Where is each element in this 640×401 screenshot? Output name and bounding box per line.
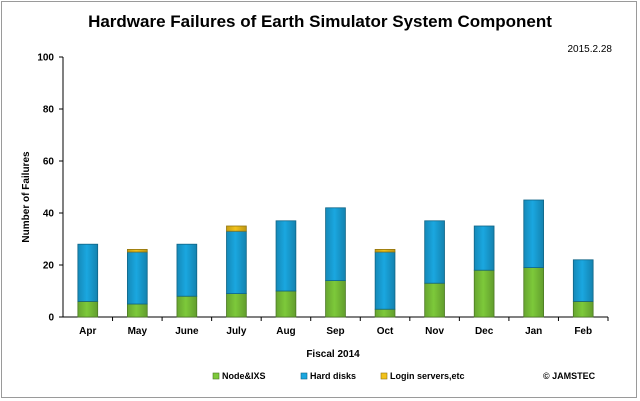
x-tick-label: July xyxy=(226,326,246,337)
x-tick-label: Nov xyxy=(425,326,444,337)
plot-area: 0 20 40 60 80 100 Apr May June July Aug Sep Oct Nov De… xyxy=(37,53,609,337)
chart-title: Hardware Failures of Earth Simulator Sys… xyxy=(88,12,552,31)
y-tick-label: 40 xyxy=(43,209,55,220)
bar-segment xyxy=(325,207,346,282)
bar-segment xyxy=(127,251,148,305)
x-tick-label: Oct xyxy=(377,326,394,337)
bar-segment xyxy=(77,243,99,302)
bar-segment xyxy=(473,225,495,271)
y-tick-label: 0 xyxy=(48,313,54,324)
x-tick-label: Dec xyxy=(475,326,494,337)
y-tick-label: 60 xyxy=(43,157,55,168)
copyright-credit: © JAMSTEC xyxy=(543,371,596,381)
bar-segment xyxy=(572,259,594,302)
bar-segment xyxy=(325,280,346,318)
bar-segment xyxy=(374,248,396,253)
bar-segment xyxy=(275,290,297,318)
legend-label: Login servers,etc xyxy=(390,371,465,381)
y-tick-label: 100 xyxy=(37,53,54,64)
x-tick-label: Aug xyxy=(276,326,295,337)
legend-label: Node&IXS xyxy=(222,371,266,381)
x-tick-label: May xyxy=(128,326,148,337)
bar-segment xyxy=(523,199,544,268)
bar-segment xyxy=(176,243,198,297)
legend: Node&IXS Hard disks Login servers,etc xyxy=(212,371,465,381)
bar-segment xyxy=(127,248,148,253)
bar-segment xyxy=(77,300,99,318)
bar-segment xyxy=(572,300,594,318)
bar-segment xyxy=(226,230,247,294)
chart-date: 2015.2.28 xyxy=(567,44,613,55)
bar-segment xyxy=(127,303,148,318)
bar-segment xyxy=(226,225,247,232)
x-tick-label: Apr xyxy=(79,326,96,337)
legend-swatch xyxy=(212,372,220,380)
bar-segment xyxy=(176,295,198,318)
bar-segment xyxy=(424,282,445,318)
bar-segment xyxy=(226,293,247,318)
x-tick-label: Feb xyxy=(574,326,592,337)
bar-segment xyxy=(424,220,445,284)
y-axis-label: Number of Failures xyxy=(21,151,32,243)
x-tick-label: June xyxy=(175,326,199,337)
bar-segment xyxy=(374,308,396,318)
legend-label: Hard disks xyxy=(310,371,356,381)
bar-segment xyxy=(523,267,544,318)
legend-swatch xyxy=(300,372,308,380)
y-tick-label: 20 xyxy=(43,261,55,272)
legend-swatch xyxy=(380,372,388,380)
bar-segment xyxy=(374,251,396,310)
x-tick-label: Jan xyxy=(525,326,542,337)
bar-segment xyxy=(275,220,297,292)
bar-segment xyxy=(473,269,495,318)
x-tick-label: Sep xyxy=(326,326,344,337)
y-tick-label: 80 xyxy=(43,105,55,116)
x-axis-label: Fiscal 2014 xyxy=(306,349,360,360)
